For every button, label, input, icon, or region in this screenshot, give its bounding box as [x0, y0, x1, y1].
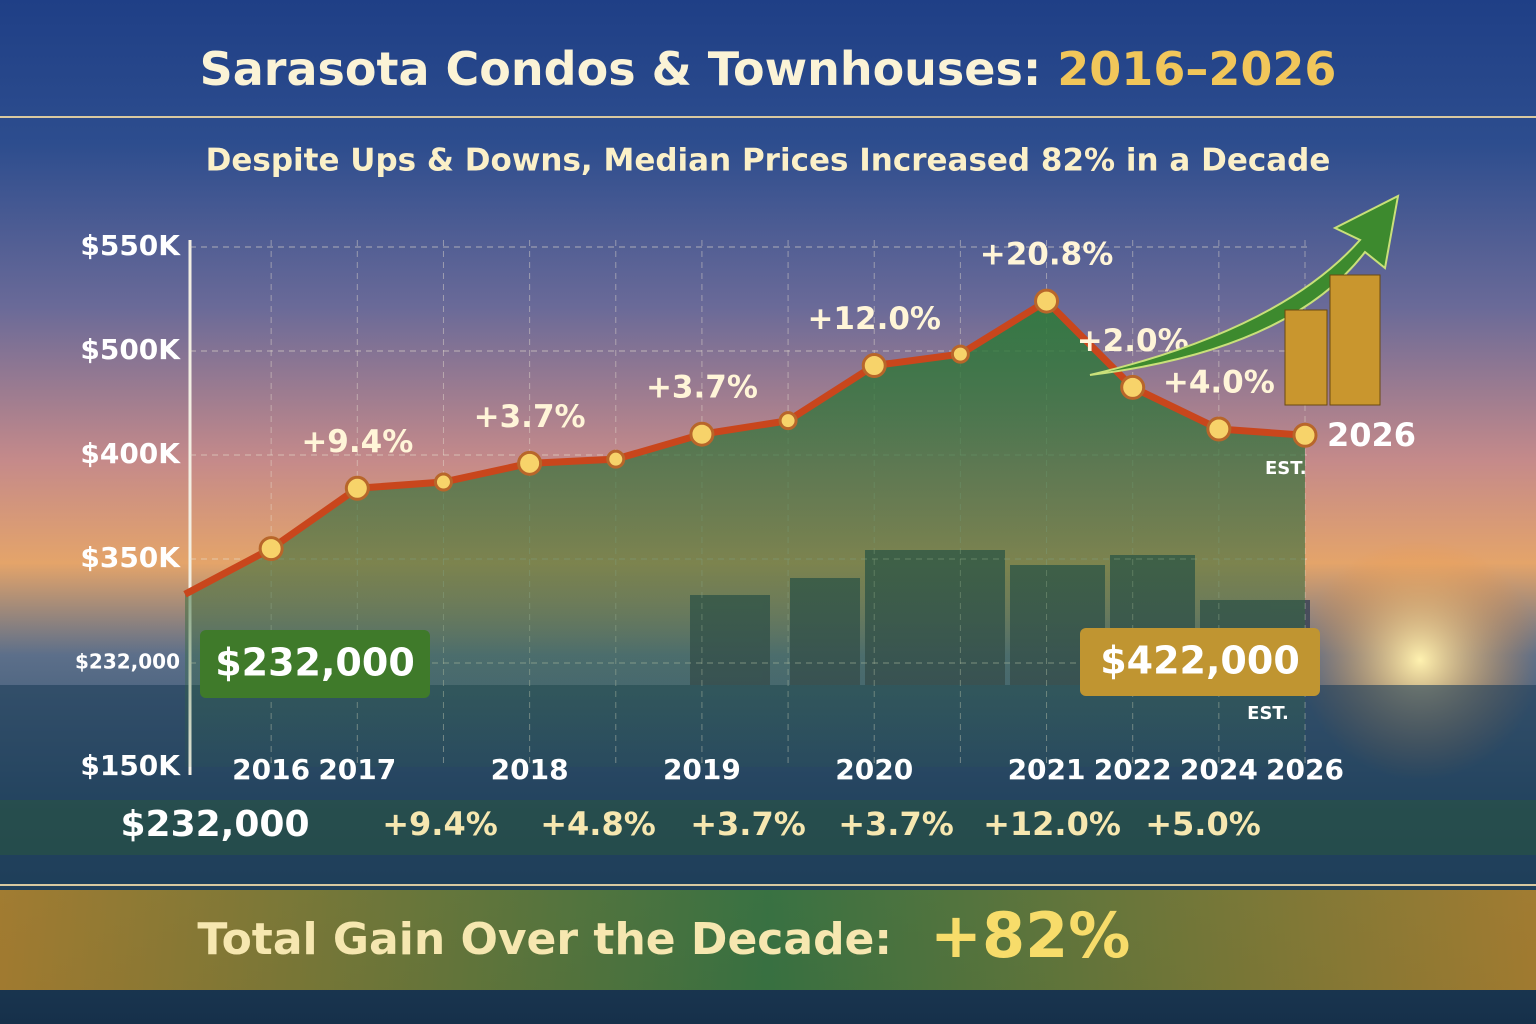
point: [344, 475, 370, 501]
x-tick-label: 2019: [663, 753, 741, 786]
point-label: +3.7%: [646, 370, 758, 406]
point-label: +12.0%: [807, 301, 941, 337]
title-years: 2016–2026: [1057, 42, 1336, 96]
point: [1206, 416, 1232, 442]
x-tick-label: 2021: [1008, 753, 1086, 786]
y-tick-label: $232,000: [75, 650, 180, 674]
bottom-row-band: [0, 800, 1536, 855]
y-tick-label: $400K: [80, 437, 181, 470]
end-box-note: EST.: [1247, 703, 1289, 724]
x-tick-label: 2024: [1180, 753, 1258, 786]
bottom-row-item: +3.7%: [690, 805, 806, 843]
subtitle: Despite Ups & Downs, Median Prices Incre…: [206, 143, 1331, 179]
y-tick-label: $500K: [80, 333, 181, 366]
trend-arrow: [1089, 194, 1400, 376]
bottom-row-item: +5.0%: [1145, 805, 1261, 843]
x-tick-label: 2026: [1266, 753, 1344, 786]
x-tick-label: 2022: [1094, 753, 1172, 786]
point-label: +20.8%: [980, 237, 1114, 273]
bottom-row-item: +3.7%: [838, 805, 954, 843]
y-tick-label: $550K: [80, 229, 181, 262]
x-tick-label: 2017: [318, 753, 396, 786]
point: [689, 421, 715, 447]
bottom-row-item: +12.0%: [983, 805, 1121, 843]
end-note: EST.: [1265, 458, 1307, 479]
line: [183, 297, 1306, 598]
area: [185, 301, 1305, 767]
building-icon: [1284, 274, 1381, 406]
footer-band: [0, 890, 1536, 990]
end-box: [1080, 628, 1320, 696]
title-main: Sarasota Condos & Townhouses:: [200, 42, 1042, 96]
bottom-row-item: +9.4%: [382, 805, 498, 843]
start-box: [200, 630, 430, 698]
y-tick-label: $350K: [80, 541, 181, 574]
point: [861, 353, 887, 379]
end-box-label: $422,000: [1100, 639, 1300, 683]
footer-label: Total Gain Over the Decade:: [197, 914, 892, 965]
x-tick-label: 2018: [491, 753, 569, 786]
point: [517, 450, 543, 476]
plot: $550K $500K $400K $350K $232,000 $150K +9.4% +3…: [75, 229, 1416, 786]
y-tick-label: $150K: [80, 749, 181, 782]
start-box-label: $232,000: [215, 641, 415, 685]
x-tick-label: 2020: [835, 753, 913, 786]
point: [258, 536, 284, 562]
bottom-row-item: $232,000: [120, 804, 309, 845]
bottom-row-item: +4.8%: [540, 805, 656, 843]
point: [1292, 422, 1318, 448]
bottom-row: $232,000 +9.4% +4.8% +3.7% +3.7% +12.0% +5.0%: [120, 804, 1260, 845]
point-label: +4.0%: [1163, 365, 1275, 401]
footer-value: +82%: [930, 899, 1130, 972]
point: [950, 344, 970, 364]
end-label: 2026: [1327, 416, 1416, 454]
point: [1120, 374, 1146, 400]
point: [606, 449, 626, 469]
point: [1034, 288, 1060, 314]
x-tick-label: 2016: [232, 753, 310, 786]
point-label: +3.7%: [474, 399, 586, 435]
point-label: +9.4%: [301, 424, 413, 460]
point: [778, 411, 798, 431]
chart-title: Sarasota Condos & Townhouses: 2016–2026: [200, 42, 1337, 96]
point: [433, 472, 453, 492]
